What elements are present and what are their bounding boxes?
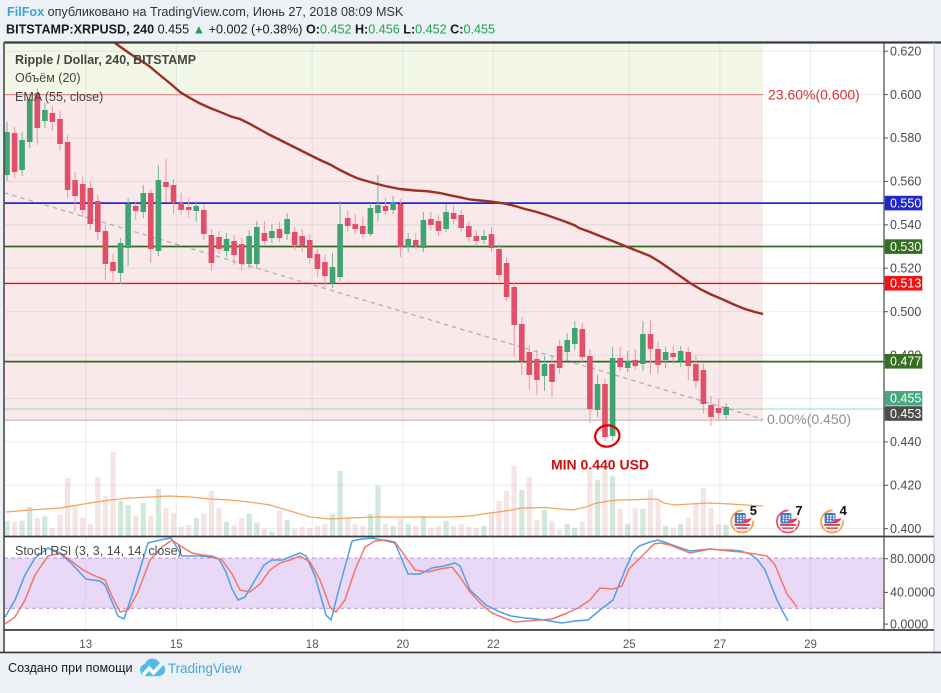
svg-text:0.550: 0.550 [890,196,921,210]
svg-text:5: 5 [750,503,757,518]
svg-text:0.520: 0.520 [890,261,921,275]
svg-text:EMA (55, close): EMA (55, close) [15,90,103,104]
svg-text:18: 18 [306,639,319,651]
svg-text:FilFox опубликовано на Trading: FilFox опубликовано на TradingView.com, … [7,5,404,19]
svg-text:0.513: 0.513 [890,277,921,291]
svg-text:80.0000: 80.0000 [890,552,935,566]
svg-text:0.560: 0.560 [890,175,921,189]
svg-text:0.420: 0.420 [890,479,921,493]
svg-text:29: 29 [804,639,817,651]
svg-text:23.60%(0.600): 23.60%(0.600) [768,87,860,103]
svg-text:Создано при помощи: Создано при помощи [8,661,133,675]
svg-text:TradingView: TradingView [168,661,242,676]
svg-text:0.0000: 0.0000 [890,617,928,631]
svg-text:7: 7 [795,503,802,518]
svg-text:27: 27 [714,639,727,651]
svg-text:0.540: 0.540 [890,218,921,232]
svg-text:22: 22 [487,639,500,651]
svg-text:25: 25 [623,639,636,651]
svg-text:0.600: 0.600 [890,88,921,102]
svg-text:0.400: 0.400 [890,522,921,536]
svg-text:MIN 0.440 USD: MIN 0.440 USD [551,457,649,473]
svg-text:0.453: 0.453 [890,407,921,421]
svg-text:15: 15 [170,639,183,651]
svg-text:0.477: 0.477 [890,355,921,369]
svg-text:0.00%(0.450): 0.00%(0.450) [767,411,851,427]
svg-text:Объём (20): Объём (20) [15,71,81,85]
svg-text:Ripple / Dollar, 240, BITSTAMP: Ripple / Dollar, 240, BITSTAMP [15,53,196,67]
svg-text:4: 4 [840,503,848,518]
svg-text:0.500: 0.500 [890,305,921,319]
svg-text:0.440: 0.440 [890,435,921,449]
svg-text:0.580: 0.580 [890,131,921,145]
svg-text:BITSTAMP:XRPUSD, 240 0.455 ▲: BITSTAMP:XRPUSD, 240 0.455 ▲ +0.002 (+0.… [6,23,495,37]
svg-text:0.530: 0.530 [890,240,921,254]
svg-text:13: 13 [79,639,92,651]
svg-text:40.0000: 40.0000 [890,586,935,600]
svg-text:0.620: 0.620 [890,44,921,58]
svg-text:20: 20 [396,639,409,651]
svg-text:0.455: 0.455 [890,392,921,406]
svg-text:Stoch RSI (3, 3, 14, 14, close: Stoch RSI (3, 3, 14, 14, close) [15,544,182,558]
